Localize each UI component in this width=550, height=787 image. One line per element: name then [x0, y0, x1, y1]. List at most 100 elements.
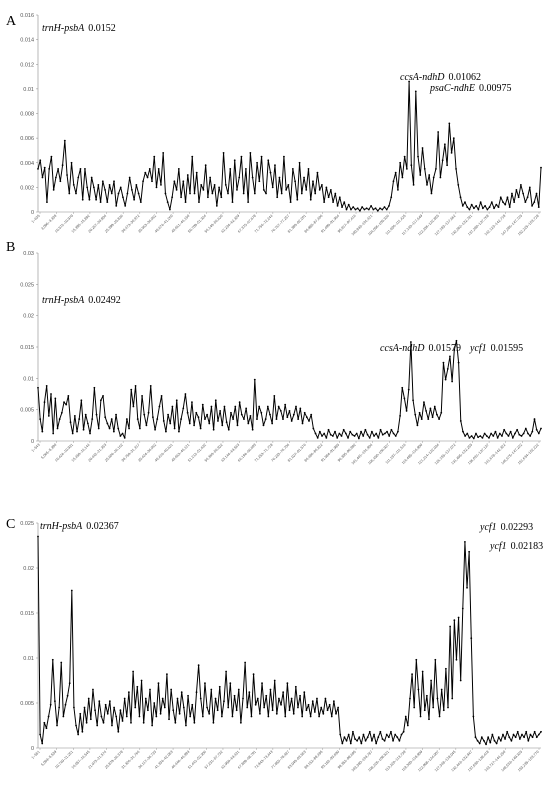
pi-point: [524, 427, 527, 430]
pi-point: [123, 436, 126, 439]
pi-point: [246, 706, 249, 709]
pi-point: [215, 204, 218, 207]
pi-point: [489, 741, 492, 744]
annotation-region-name: ycf1: [469, 343, 487, 354]
pi-point: [104, 703, 107, 706]
pi-point: [461, 607, 464, 610]
pi-point: [477, 208, 480, 211]
pi-point: [354, 208, 357, 211]
pi-point: [434, 658, 437, 661]
pi-point: [508, 736, 511, 739]
pi-point: [535, 192, 538, 195]
pi-point: [166, 201, 169, 204]
pi-point: [497, 736, 500, 739]
pi-point: [46, 201, 48, 204]
pi-point: [332, 700, 335, 703]
pi-point: [401, 176, 404, 179]
pi-point: [227, 706, 230, 709]
y-tick-label: 0.005: [20, 701, 34, 707]
pi-point: [364, 739, 367, 742]
pi-point: [356, 207, 359, 210]
pi-point: [468, 208, 471, 211]
pi-point: [297, 706, 299, 709]
pi-point: [239, 721, 242, 724]
pi-point: [379, 730, 382, 733]
pi-point: [448, 122, 451, 125]
pi-point: [117, 730, 120, 733]
pi-point: [540, 730, 542, 733]
pi-point: [297, 418, 300, 420]
pi-point: [111, 724, 113, 727]
pi-point: [368, 436, 371, 439]
pi-point: [478, 742, 481, 745]
pi-point: [431, 416, 434, 419]
pi-point: [186, 174, 189, 176]
annotation-pi-value: 0.02367: [86, 521, 119, 532]
pi-point: [45, 727, 48, 730]
pi-point: [430, 679, 432, 682]
pi-point: [108, 184, 111, 186]
pi-point: [427, 418, 430, 420]
pi-point: [104, 416, 107, 419]
pi-point: [207, 196, 209, 199]
pi-point: [186, 411, 189, 414]
pi-point: [110, 418, 113, 420]
pi-point: [37, 168, 39, 170]
pi-point: [533, 201, 536, 204]
pi-point: [244, 661, 247, 664]
pi-point: [106, 201, 109, 204]
pi-point: [253, 378, 256, 381]
pi-point: [101, 180, 104, 183]
annotation-pi-value: 0.02492: [88, 295, 121, 306]
pi-point: [327, 196, 330, 199]
pi-point: [350, 208, 352, 211]
pi-point: [222, 152, 225, 154]
annotation-region-name: ccsA-ndhD: [380, 343, 425, 354]
pi-point: [221, 424, 224, 427]
pi-point: [115, 413, 117, 416]
pi-point: [245, 407, 248, 410]
pi-point: [102, 394, 104, 397]
pi-point: [511, 436, 514, 439]
pi-point: [253, 192, 256, 195]
pi-point: [88, 198, 91, 201]
pi-point: [63, 139, 66, 142]
pi-point: [280, 192, 283, 195]
pi-point: [429, 407, 432, 410]
pi-point: [425, 410, 427, 412]
pi-point: [440, 411, 443, 414]
pi-point: [510, 739, 513, 742]
pi-point: [477, 436, 480, 439]
pi-point: [316, 697, 318, 700]
x-tick-label: 5,065–5,390: [40, 443, 57, 460]
pi-point: [78, 418, 81, 420]
pi-point: [403, 155, 406, 158]
pi-point: [147, 411, 150, 414]
pi-point: [466, 206, 469, 208]
pi-point: [85, 721, 88, 724]
pi-point: [276, 196, 279, 199]
pi-point: [189, 715, 192, 718]
pi-point: [497, 206, 500, 208]
pi-point: [366, 433, 369, 436]
pi-point: [198, 201, 200, 204]
pi-point: [264, 418, 267, 420]
pi-point: [125, 715, 128, 718]
pi-point: [299, 407, 302, 410]
pi-point: [390, 428, 393, 431]
pi-point: [309, 198, 312, 201]
pi-point: [69, 421, 72, 424]
pi-point: [417, 155, 419, 158]
pi-point: [204, 682, 206, 685]
pi-point: [368, 730, 371, 733]
pi-point: [294, 180, 296, 183]
pi-point: [336, 436, 339, 439]
pi-point: [459, 196, 462, 199]
pi-point: [238, 176, 241, 179]
pi-point: [502, 201, 504, 204]
pi-point: [410, 164, 413, 167]
pi-point: [397, 430, 399, 433]
pi-point: [531, 736, 534, 739]
pi-point: [254, 703, 257, 706]
pi-point: [73, 706, 75, 709]
